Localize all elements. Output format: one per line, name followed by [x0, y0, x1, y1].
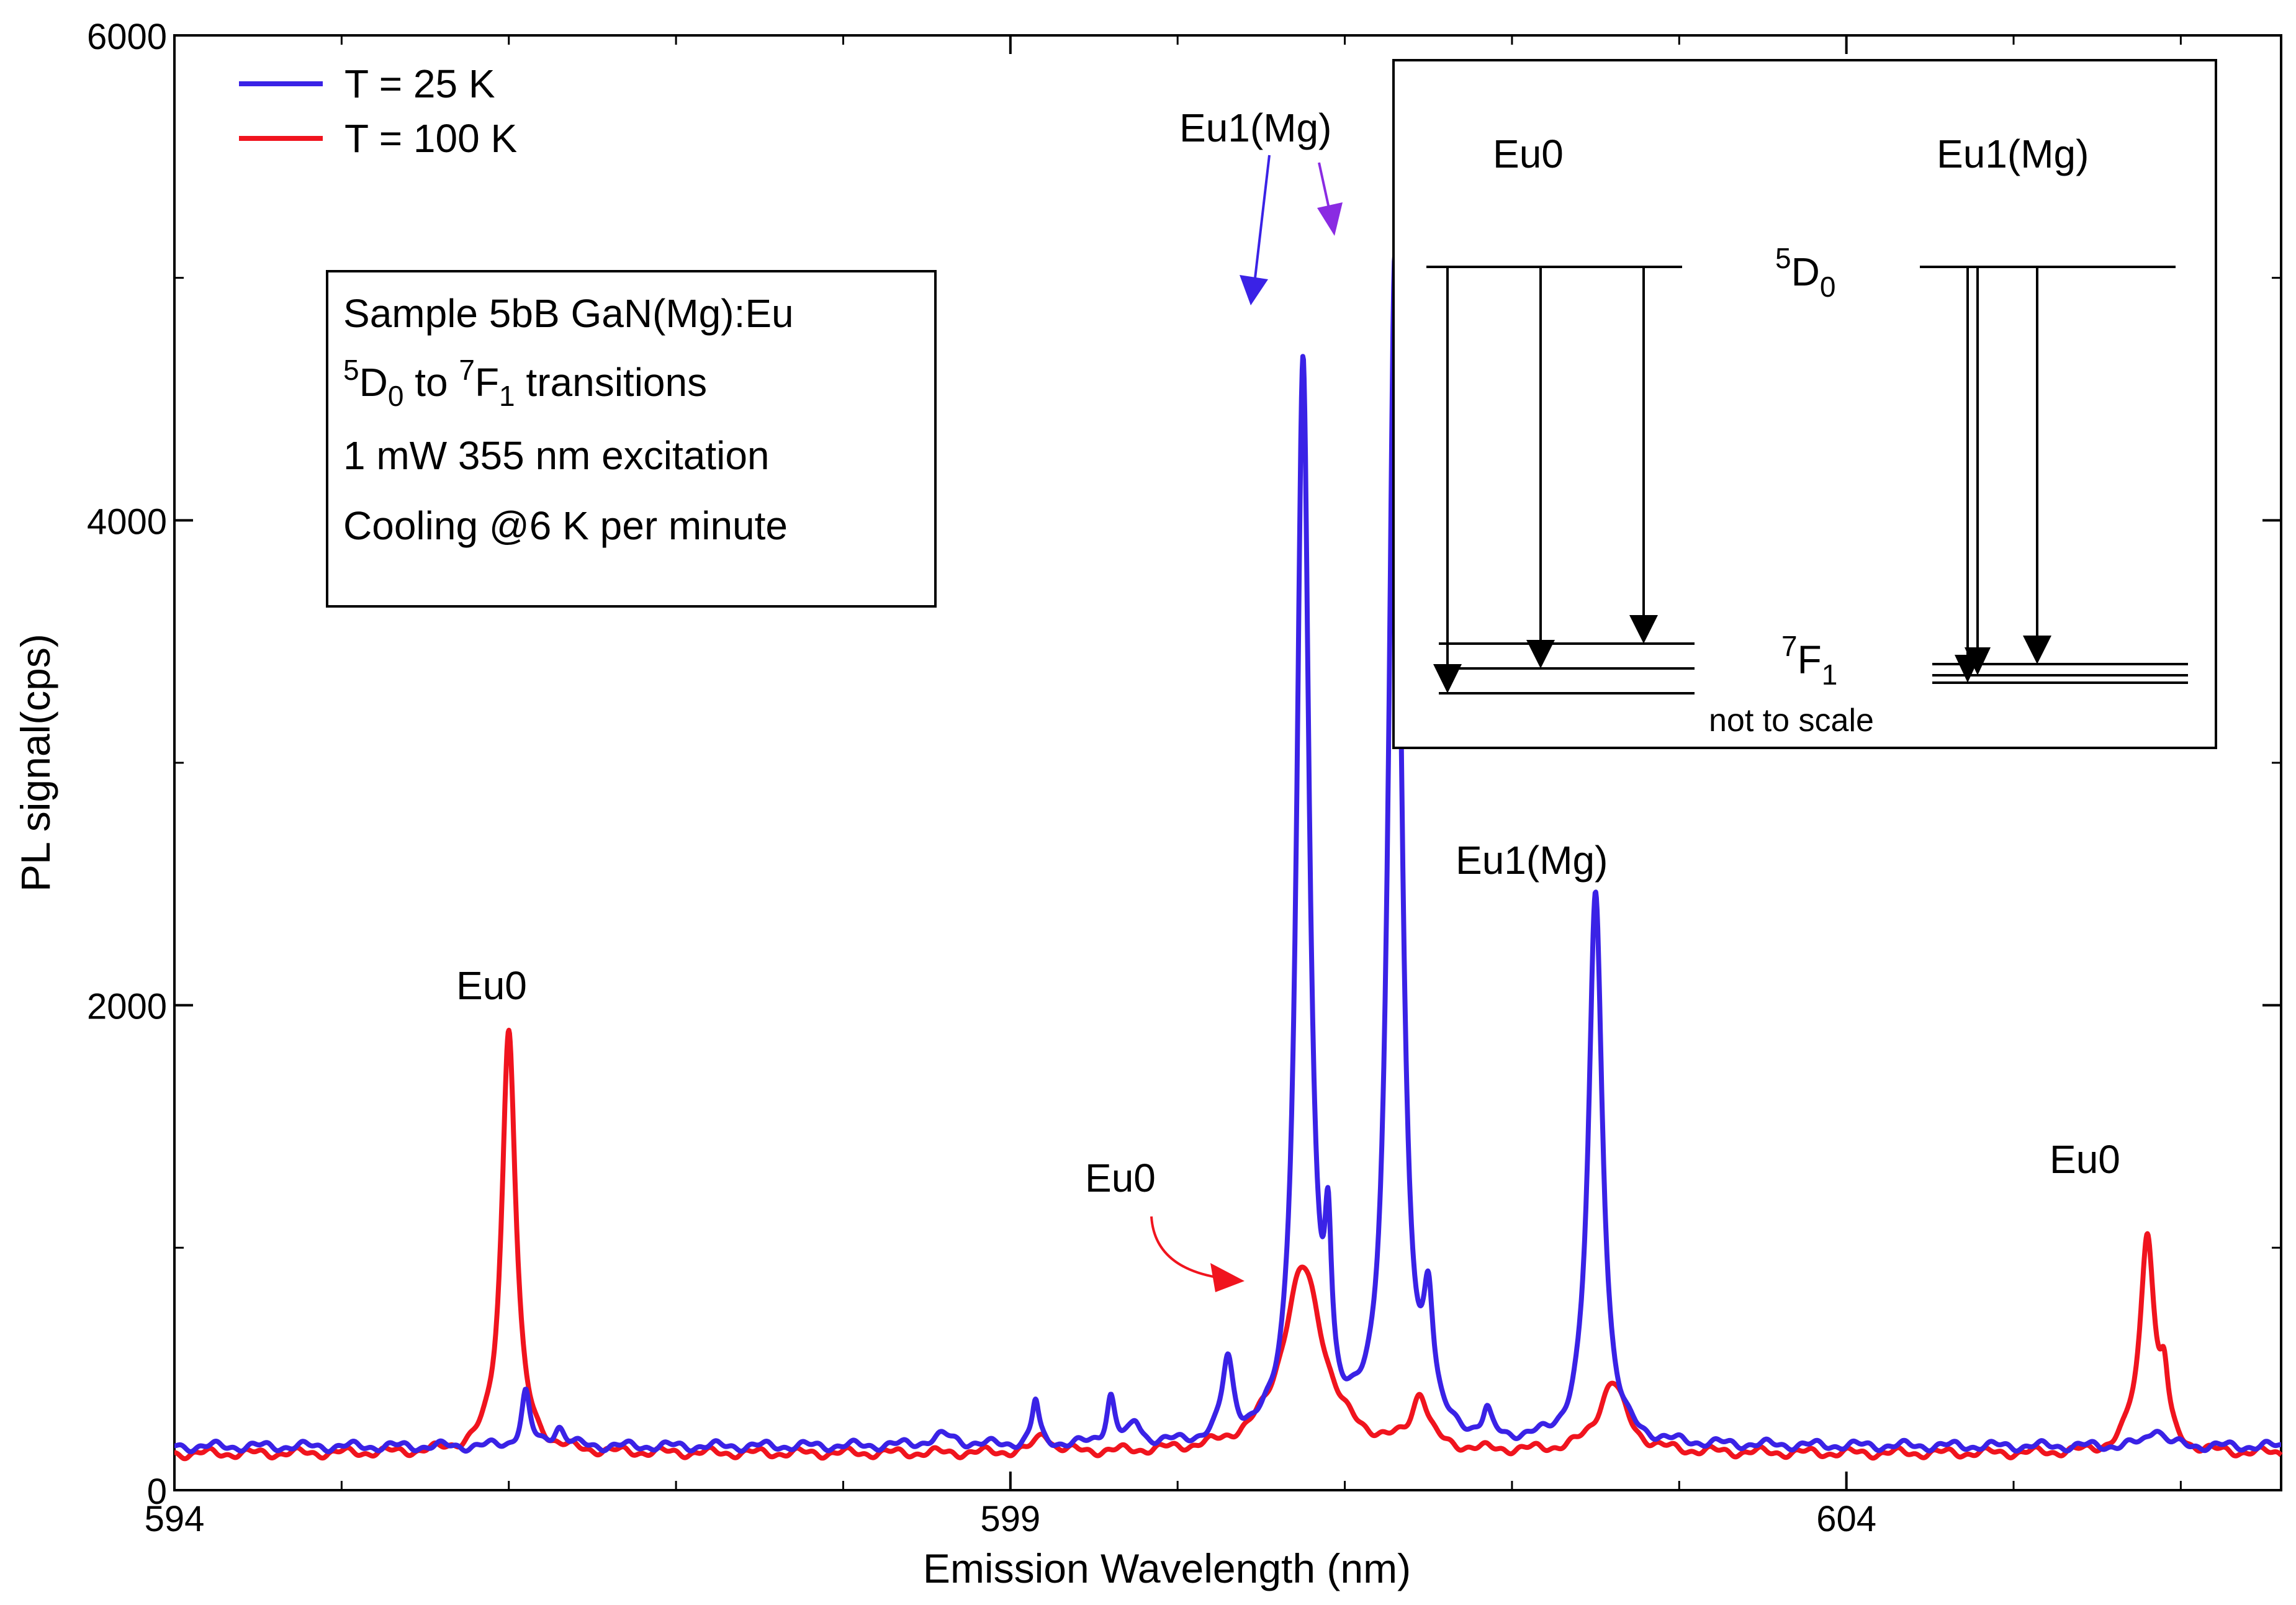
- inset-eu1-label: Eu1(Mg): [1937, 132, 2089, 176]
- x-tick-label: 599: [980, 1499, 1040, 1539]
- eu1-peak-label-top: Eu1(Mg): [1179, 106, 1331, 150]
- legend-label-25k: T = 25 K: [344, 61, 495, 106]
- sample-info-box: Sample 5bB GaN(Mg):Eu 5D0 to 7F1 transit…: [326, 270, 937, 608]
- y-axis-title: PL signal(cps): [12, 634, 58, 892]
- axis-ticks: 594 599 604 0 2000 4000 6000: [87, 17, 2281, 1539]
- y-tick-label: 6000: [87, 17, 167, 57]
- legend-label-100k: T = 100 K: [344, 116, 517, 161]
- inset-eu0-label: Eu0: [1493, 132, 1564, 176]
- info-excitation: 1 mW 355 nm excitation: [343, 433, 770, 478]
- eu0-arrow-mid: [1150, 1216, 1217, 1279]
- inset-7f1-label: 7F1: [1781, 630, 1837, 691]
- energy-level-inset: Eu0 Eu1(Mg) 5D0 7F1 not to scale: [1392, 59, 2217, 749]
- info-transition: 5D0 to 7F1 transitions: [343, 354, 707, 412]
- y-tick-label: 0: [147, 1472, 167, 1512]
- inset-5d0-label: 5D0: [1775, 242, 1835, 303]
- eu0-peak-label-mid: Eu0: [1085, 1156, 1156, 1200]
- eu1-arrowhead-right: [1317, 202, 1343, 236]
- x-tick-label: 594: [145, 1499, 205, 1539]
- inset-frame: [1392, 59, 2217, 749]
- eu1-arrowhead-2: [1965, 647, 1991, 675]
- eu1-peak-label-right: Eu1(Mg): [1456, 838, 1608, 883]
- eu0-arrowhead-1: [1433, 664, 1462, 693]
- eu1-arrowhead-3: [2023, 636, 2051, 664]
- series-line-100k: [173, 1027, 2283, 1462]
- y-tick-label: 2000: [87, 987, 167, 1027]
- y-tick-label: 4000: [87, 501, 167, 542]
- legend: T = 25 K T = 100 K: [239, 61, 517, 161]
- eu1-arrowhead-left: [1240, 275, 1268, 305]
- x-tick-label: 604: [1816, 1499, 1876, 1539]
- info-cooling: Cooling @6 K per minute: [343, 503, 788, 548]
- eu1-arrow-right: [1318, 162, 1331, 212]
- eu0-peak-label-left: Eu0: [456, 963, 527, 1008]
- inset-not-to-scale: not to scale: [1709, 703, 1874, 739]
- info-box-frame: [326, 270, 937, 608]
- series-line-25k: [173, 250, 2283, 1454]
- info-sample: Sample 5bB GaN(Mg):Eu: [343, 291, 794, 336]
- eu0-peak-label-right: Eu0: [2050, 1137, 2120, 1182]
- eu0-arrowhead-2: [1526, 640, 1555, 668]
- eu0-arrowhead-mid: [1210, 1263, 1245, 1292]
- eu1-arrow-left: [1254, 155, 1271, 279]
- x-axis-title: Emission Wavelength (nm): [923, 1545, 1411, 1591]
- eu0-arrowhead-3: [1629, 615, 1658, 644]
